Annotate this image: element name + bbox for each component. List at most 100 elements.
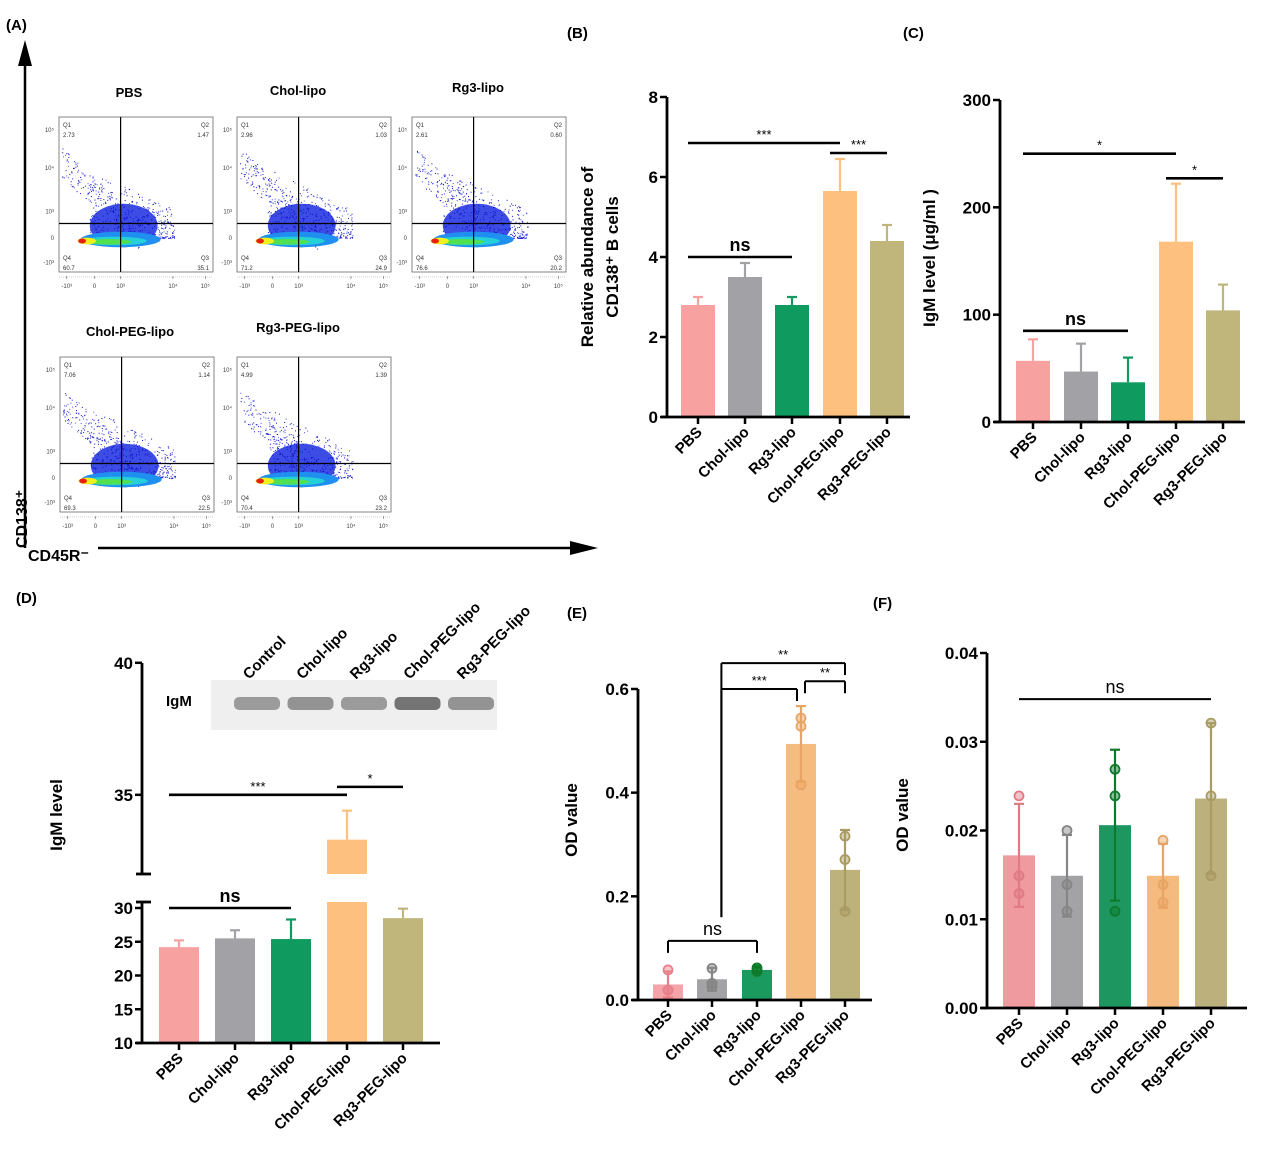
significance-label: ns [219,886,240,906]
flow-plot-area [59,117,213,272]
data-point [1013,888,1025,899]
x-tick-label: -10³ [62,524,73,530]
y-axis-title: IgM level [47,779,66,851]
y-tick-label: -10³ [221,261,232,267]
x-tick-label: -10³ [414,284,425,290]
y-tick-label: 0 [404,236,408,242]
significance-label: *** [752,673,767,688]
flow-plot-frame [59,356,215,513]
panel-label-a: (A) [6,17,27,34]
data-point [706,978,718,989]
x-tick-label: -10³ [239,524,250,530]
quadrant-name: Q1 [64,363,73,369]
panel-label-d: (D) [16,590,37,607]
flow-plot: PBS Q1 2.73 Q2 1.47 Q3 35.1 Q4 60.7 -10³ 0 10³ 10⁴ 10… [43,85,214,290]
flow-plot-title: Chol-PEG-lipo [86,324,174,339]
quadrant-percent: 4.99 [241,373,253,379]
bar [786,743,816,1000]
significance-label: ns [1065,309,1086,329]
y-tick-label: 0 [982,413,991,432]
bar [327,839,367,874]
significance-label: ns [1105,677,1124,697]
bar [215,938,255,1043]
significance-label: * [1192,162,1197,177]
y-tick-label: 30 [114,899,133,918]
x-tick-label: Chol-lipo [1031,429,1089,487]
significance-label: ns [729,235,750,255]
y-tick-label: 0 [229,476,233,482]
quadrant-percent: 1.14 [198,373,210,379]
x-tick-label: 10³ [116,284,125,290]
bar-chart-c: PBSChol-lipoRg3-lipoChol-PEG-lipoRg3-PEG… [920,91,1245,513]
x-tick-label: 10⁴ [346,523,356,530]
quadrant-percent: 69.3 [64,506,76,512]
y-tick-label: 2 [649,328,658,347]
data-point [1157,896,1169,908]
quadrant-name: Q4 [241,496,250,502]
y-tick-label: 0 [649,408,658,427]
data-point [1109,763,1121,775]
significance-bracket: *** [169,779,347,797]
quadrant-percent: 60.7 [63,266,75,272]
bar [159,947,199,1043]
bar [1111,382,1145,422]
x-tick-label: 10³ [117,524,126,530]
x-tick-label: 10⁴ [346,283,356,290]
y-tick-label: 0 [51,236,55,242]
significance-bracket: ns [169,886,291,910]
flow-y-axis-label: CD138⁺ [14,490,31,548]
bar [681,305,715,417]
quadrant-percent: 2.73 [63,133,75,139]
x-tick-label: -10³ [61,284,72,290]
x-tick-label: 0 [271,284,275,290]
y-tick-label: 10³ [45,210,54,216]
y-tick-label: 0.0 [605,991,629,1010]
bar [383,918,423,1043]
y-tick-label: 10³ [223,450,232,456]
bar [870,241,904,417]
x-tick-label: 10³ [294,284,303,290]
x-tick-label: 0 [94,524,98,530]
y-tick-label: 0.4 [605,784,629,803]
y-tick-label: 10³ [223,210,232,216]
quadrant-name: Q4 [63,256,72,262]
data-point [751,964,763,976]
quadrant-percent: 22.5 [198,506,210,512]
flow-plot-frame [236,116,392,273]
bar [1206,310,1240,422]
y-tick-label: 0.04 [945,644,979,663]
y-tick-label: 10⁵ [46,367,56,374]
quadrant-name: Q2 [202,363,211,369]
y-tick-label: 10⁵ [45,127,55,134]
blot-band [234,697,280,710]
y-tick-label: 20 [114,967,133,986]
bar-chart-b: PBSChol-lipoRg3-lipoChol-PEG-lipoRg3-PEG… [578,88,910,508]
y-tick-label: 100 [963,306,991,325]
significance-label: *** [756,127,771,142]
y-tick-label: 0.01 [945,910,978,929]
quadrant-percent: 1.47 [197,133,209,139]
quadrant-percent: 0.60 [550,133,562,139]
y-tick-label: 0.2 [605,887,629,906]
data-point [1013,790,1025,802]
y-tick-label: 10⁵ [223,127,233,134]
quadrant-percent: 2.96 [241,133,253,139]
blot-row-label: IgM [166,693,192,710]
y-tick-label: 10⁵ [223,367,233,374]
data-point [706,981,718,992]
quadrant-percent: 70.4 [241,506,253,512]
quadrant-name: Q4 [416,256,425,262]
x-tick-label: PBS [1007,429,1041,463]
y-tick-label: 200 [963,198,991,217]
significance-label: ns [703,919,722,939]
x-tick-label: PBS [672,424,706,458]
y-tick-label: 10⁴ [223,165,233,172]
y-tick-label: 10 [114,1034,133,1053]
flow-plot: Rg3-PEG-lipo Q1 4.99 Q2 1.39 Q3 23.2 Q4 70.4 -10³… [221,320,392,530]
data-point [1157,879,1169,891]
y-axis-title: IgM level (μg/ml ) [920,189,939,327]
data-point [662,964,674,976]
quadrant-name: Q1 [416,123,425,129]
